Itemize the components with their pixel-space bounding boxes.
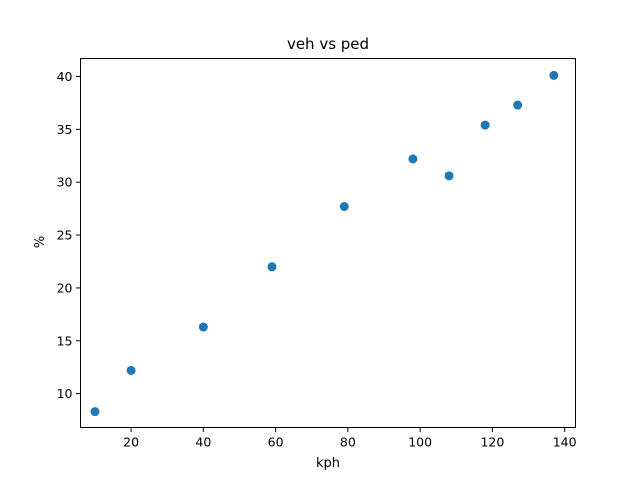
x-axis-label: kph (316, 456, 340, 471)
chart-title: veh vs ped (287, 35, 369, 53)
y-tick-label: 10 (57, 386, 73, 401)
data-point (513, 100, 523, 110)
x-tick-label: 120 (480, 435, 504, 450)
y-tick-label: 25 (57, 228, 73, 243)
x-tick-label: 20 (123, 435, 139, 450)
y-axis-ticks: 10 15 20 25 30 35 40 (57, 69, 81, 401)
y-tick-label: 20 (57, 280, 73, 295)
x-axis-ticks: 20 40 60 80 100 120 140 (123, 427, 577, 450)
y-tick-label: 30 (57, 175, 73, 190)
y-tick-label: 40 (57, 69, 73, 84)
x-tick-label: 100 (408, 435, 432, 450)
data-points (90, 70, 559, 417)
data-point (444, 171, 454, 181)
data-point (90, 407, 100, 417)
data-point (339, 202, 349, 212)
x-tick-label: 140 (553, 435, 577, 450)
y-axis-label: % (33, 236, 48, 248)
x-tick-label: 80 (340, 435, 356, 450)
x-tick-label: 40 (195, 435, 211, 450)
data-point (408, 154, 418, 164)
data-point (198, 322, 208, 332)
data-point (480, 120, 490, 130)
y-tick-label: 15 (57, 333, 73, 348)
plot-area-frame (80, 58, 576, 428)
data-point (267, 262, 277, 272)
x-tick-label: 60 (268, 435, 284, 450)
y-tick-label: 35 (57, 122, 73, 137)
data-point (549, 70, 559, 80)
data-point (126, 365, 136, 375)
